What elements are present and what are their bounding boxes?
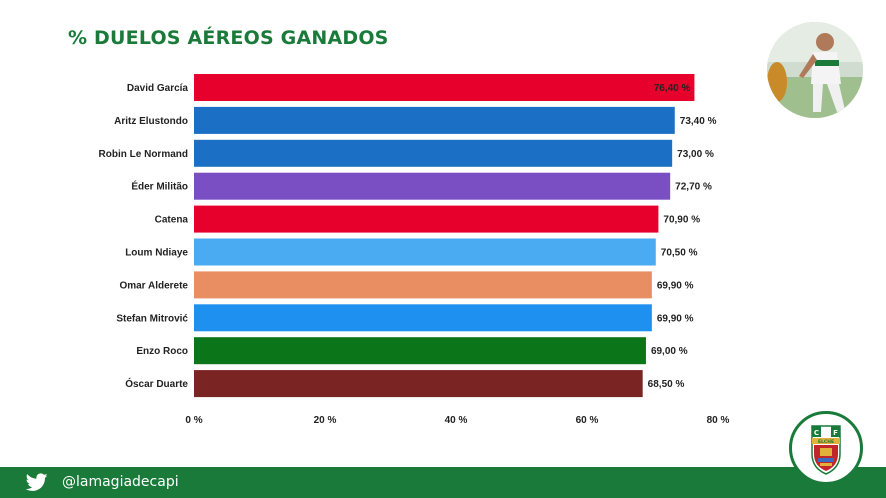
value-label: 69,90 %	[657, 280, 694, 291]
bar	[194, 74, 695, 101]
category-label: Enzo Roco	[136, 346, 188, 357]
category-label: David García	[127, 83, 189, 94]
value-label: 69,90 %	[657, 313, 694, 324]
category-label: Omar Alderete	[119, 280, 188, 291]
twitter-icon[interactable]	[26, 473, 48, 492]
category-label: Catena	[155, 215, 189, 226]
footer-bar: @lamagiadecapi	[0, 467, 886, 498]
x-tick-label: 60 %	[576, 415, 599, 426]
chart-title: % DUELOS AÉREOS GANADOS	[68, 27, 389, 49]
twitter-handle[interactable]: @lamagiadecapi	[62, 474, 179, 490]
category-label: Aritz Elustondo	[114, 116, 188, 127]
bar	[194, 139, 673, 167]
bar	[194, 106, 675, 134]
bar	[194, 271, 652, 299]
player-photo	[767, 22, 863, 118]
value-label: 69,00 %	[651, 346, 688, 357]
crest-letter-f: F	[833, 429, 838, 437]
x-tick-label: 20 %	[314, 415, 337, 426]
x-tick-label: 0 %	[185, 415, 202, 426]
crest-letter-c: C	[814, 429, 819, 437]
value-label: 73,00 %	[677, 149, 714, 160]
bar	[194, 370, 643, 398]
bar	[194, 337, 646, 365]
value-label: 73,40 %	[680, 116, 717, 127]
crest-icon: C F ELCHE	[811, 425, 841, 475]
value-label: 76,40 %	[654, 83, 691, 94]
bar	[194, 304, 652, 332]
x-tick-label: 80 %	[707, 415, 730, 426]
elche-cf-crest: C F ELCHE	[789, 411, 863, 485]
value-label: 68,50 %	[648, 379, 685, 390]
bar	[194, 205, 659, 233]
x-tick-label: 40 %	[445, 415, 468, 426]
category-label: Stefan Mitrović	[116, 313, 188, 324]
bar	[194, 238, 656, 266]
category-label: Éder Militão	[131, 180, 188, 193]
category-label: Óscar Duarte	[125, 377, 188, 390]
value-label: 70,90 %	[663, 215, 700, 226]
value-label: 72,70 %	[675, 182, 712, 193]
category-label: Loum Ndiaye	[125, 248, 188, 259]
player-photo-illustration	[767, 22, 863, 118]
crest-ribbon-text: ELCHE	[818, 439, 834, 445]
bar	[194, 172, 671, 200]
category-label: Robin Le Normand	[99, 149, 188, 160]
value-label: 70,50 %	[661, 248, 698, 259]
